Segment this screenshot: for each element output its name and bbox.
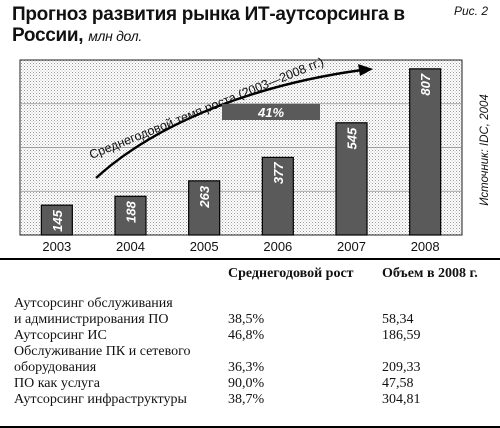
bar (188, 180, 221, 236)
table-row-name: Обслуживание ПК и сетевого (14, 344, 191, 359)
bar-value-label: 145 (50, 209, 65, 231)
column-header-growth: Среднегодовой рост (228, 266, 354, 281)
table-row-name: и администрирования ПО (14, 312, 169, 327)
bars: 145 188 263 377 545 807 (40, 68, 442, 236)
x-tick-label: 2006 (263, 239, 292, 254)
table-row-name: Аутсорсинг инфраструктуры (14, 392, 187, 407)
x-tick-label: 2003 (42, 239, 71, 254)
table-row-name: Аутсорсинг обслуживания (14, 296, 173, 311)
table-cell-growth: 38,5% (228, 312, 265, 327)
x-tick-label: 2004 (116, 239, 145, 254)
gridlines (20, 103, 462, 192)
bar-value-label: 263 (197, 185, 212, 208)
bar-value-label: 545 (345, 127, 360, 149)
growth-rate-box (222, 104, 320, 120)
bar (409, 68, 442, 236)
x-tick-label: 2005 (190, 239, 219, 254)
growth-rate-label: 41% (257, 105, 284, 120)
x-tick-label: 2007 (337, 239, 366, 254)
growth-arrow (95, 68, 363, 179)
table-cell-volume: 209,33 (382, 360, 421, 375)
summary-table: Среднегодовой рост Объем в 2008 г. Аутсо… (0, 258, 500, 428)
bar-value-label: 807 (418, 73, 433, 95)
chart-title-main: Прогноз развития рынка ИТ-аутсорсинга в … (12, 4, 405, 46)
x-tick-label: 2008 (411, 239, 440, 254)
x-tick-labels: 2003 2004 2005 2006 2007 2008 (42, 239, 439, 254)
bar-value-label: 188 (124, 201, 139, 223)
figure-label: Рис. 2 (453, 4, 488, 18)
bar-value-label: 377 (271, 162, 286, 184)
table-cell-growth: 46,8% (228, 328, 265, 343)
bar (40, 204, 73, 236)
table-cell-volume: 58,34 (382, 312, 414, 327)
table-cell-growth: 36,3% (228, 360, 265, 375)
bar (114, 195, 147, 236)
bar (261, 156, 294, 236)
chart-title-unit: млн дол. (88, 28, 142, 44)
table-row-name: Аутсорсинг ИС (14, 328, 107, 343)
table-cell-growth: 38,7% (228, 392, 265, 407)
column-header-volume: Объем в 2008 г. (382, 266, 478, 281)
table-cell-volume: 304,81 (382, 392, 421, 407)
table-cell-volume: 186,59 (382, 328, 421, 343)
chart-title: Прогноз развития рынка ИТ-аутсорсинга в … (12, 4, 432, 47)
table-cell-volume: 47,58 (382, 376, 414, 391)
table-row-name: оборудования (14, 360, 97, 375)
growth-arrow-head (358, 64, 373, 76)
table-cell-growth: 90,0% (228, 376, 265, 391)
bar (335, 122, 368, 236)
source-note: Источник: IDC, 2004 (479, 94, 491, 206)
table-row-name: ПО как услуга (14, 376, 100, 391)
